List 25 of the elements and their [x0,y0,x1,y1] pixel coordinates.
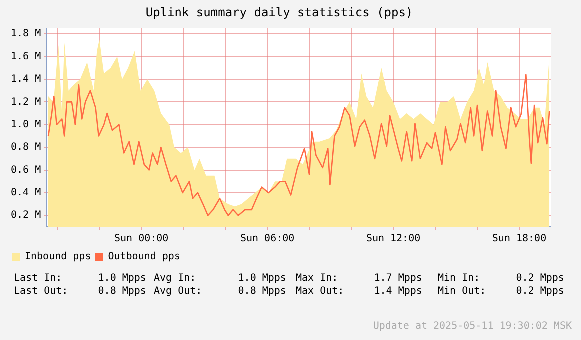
text: Min In: 0.2 Mpps [438,272,566,285]
text: Max Out: 1.4 Mpps [296,285,424,298]
text: Min Out: 0.2 Mpps [438,285,566,298]
y-tick-label: 0.4 M [10,188,42,199]
x-tick-label: Sun 12:00 [366,234,421,245]
text: Avg In: 1.0 Mpps [154,272,288,285]
text: Max In: 1.7 Mpps [296,272,424,285]
y-tick-label: 1.8 M [10,28,42,40]
x-tick-label: Sun 06:00 [240,234,295,245]
y-tick-label: 0.8 M [10,142,42,154]
y-tick-label: 1.6 M [10,51,42,62]
y-tick-label: 1.4 M [10,74,42,86]
y-tick-label: 0.6 M [10,164,42,176]
text: Avg Out: 0.8 Mpps [154,285,288,298]
legend-label: Outbound pps [108,252,180,263]
y-tick-label: 0.2 M [10,210,42,222]
y-tick-label: 1.2 M [10,96,42,108]
text: Last Out: 0.8 Mpps [14,285,148,298]
x-tick-label: Sun 00:00 [114,234,169,245]
chart-title: Uplink summary daily statistics (pps) [146,5,414,20]
text: Last In: 1.0 Mpps [14,272,148,285]
text: Update at 2025-05-11 19:30:02 MSK [373,321,572,332]
x-tick-label: Sun 18:00 [492,234,547,245]
legend-label: Inbound pps [25,252,92,263]
y-tick-label: 1.0 M [10,119,42,130]
